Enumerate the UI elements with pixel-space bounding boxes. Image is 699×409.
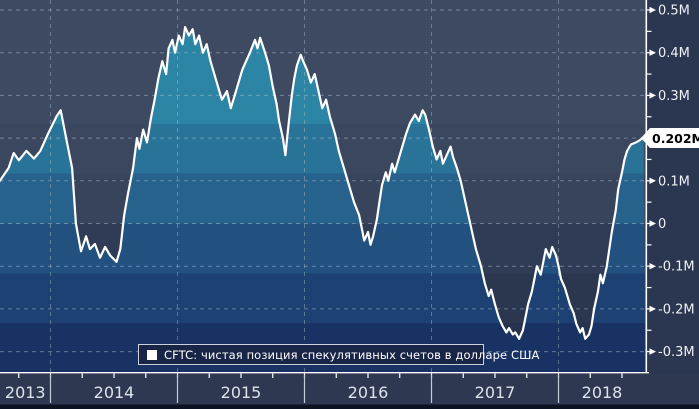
y-tick-label: 0.4M — [658, 46, 690, 61]
y-tick-label: -0.1M — [658, 260, 695, 275]
series-line — [0, 26, 645, 340]
x-tick-label: 2016 — [348, 383, 389, 402]
y-tick-arrow-icon — [649, 305, 656, 313]
x-tick-label: 2013 — [5, 383, 46, 402]
area-fill — [0, 27, 646, 372]
y-tick-arrow-icon — [649, 220, 656, 227]
legend: CFTC: чистая позиция спекулятивных счето… — [138, 344, 539, 365]
x-tick-label: 2018 — [582, 383, 623, 402]
y-tick-arrow-icon — [649, 92, 656, 99]
y-tick-arrow-icon — [649, 49, 656, 56]
last-value-pointer-icon — [641, 128, 650, 148]
last-value-label: 0.202M — [652, 130, 699, 146]
legend-label: CFTC: чистая позиция спекулятивных счето… — [164, 347, 540, 362]
y-tick-arrow-icon — [649, 348, 656, 355]
x-axis-strip — [0, 373, 699, 405]
y-tick-label: 0.1M — [658, 174, 690, 189]
y-tick-label: -0.2M — [658, 302, 695, 317]
y-tick-arrow-icon — [649, 177, 656, 184]
y-tick-arrow-icon — [649, 263, 656, 270]
x-tick-label: 2014 — [94, 383, 135, 402]
y-tick-arrow-icon — [649, 6, 656, 14]
legend-marker-icon — [147, 349, 157, 360]
bottom-strip — [0, 404, 699, 409]
y-tick-label: -0.3M — [658, 345, 695, 360]
y-tick-label: 0.5M — [658, 4, 690, 19]
x-tick-label: 2017 — [475, 383, 516, 402]
last-value-callout: 0.202M — [649, 128, 699, 148]
y-tick-label: 0.3M — [658, 89, 690, 104]
y-tick-label: 0 — [658, 217, 666, 232]
x-tick-label: 2015 — [221, 383, 262, 402]
